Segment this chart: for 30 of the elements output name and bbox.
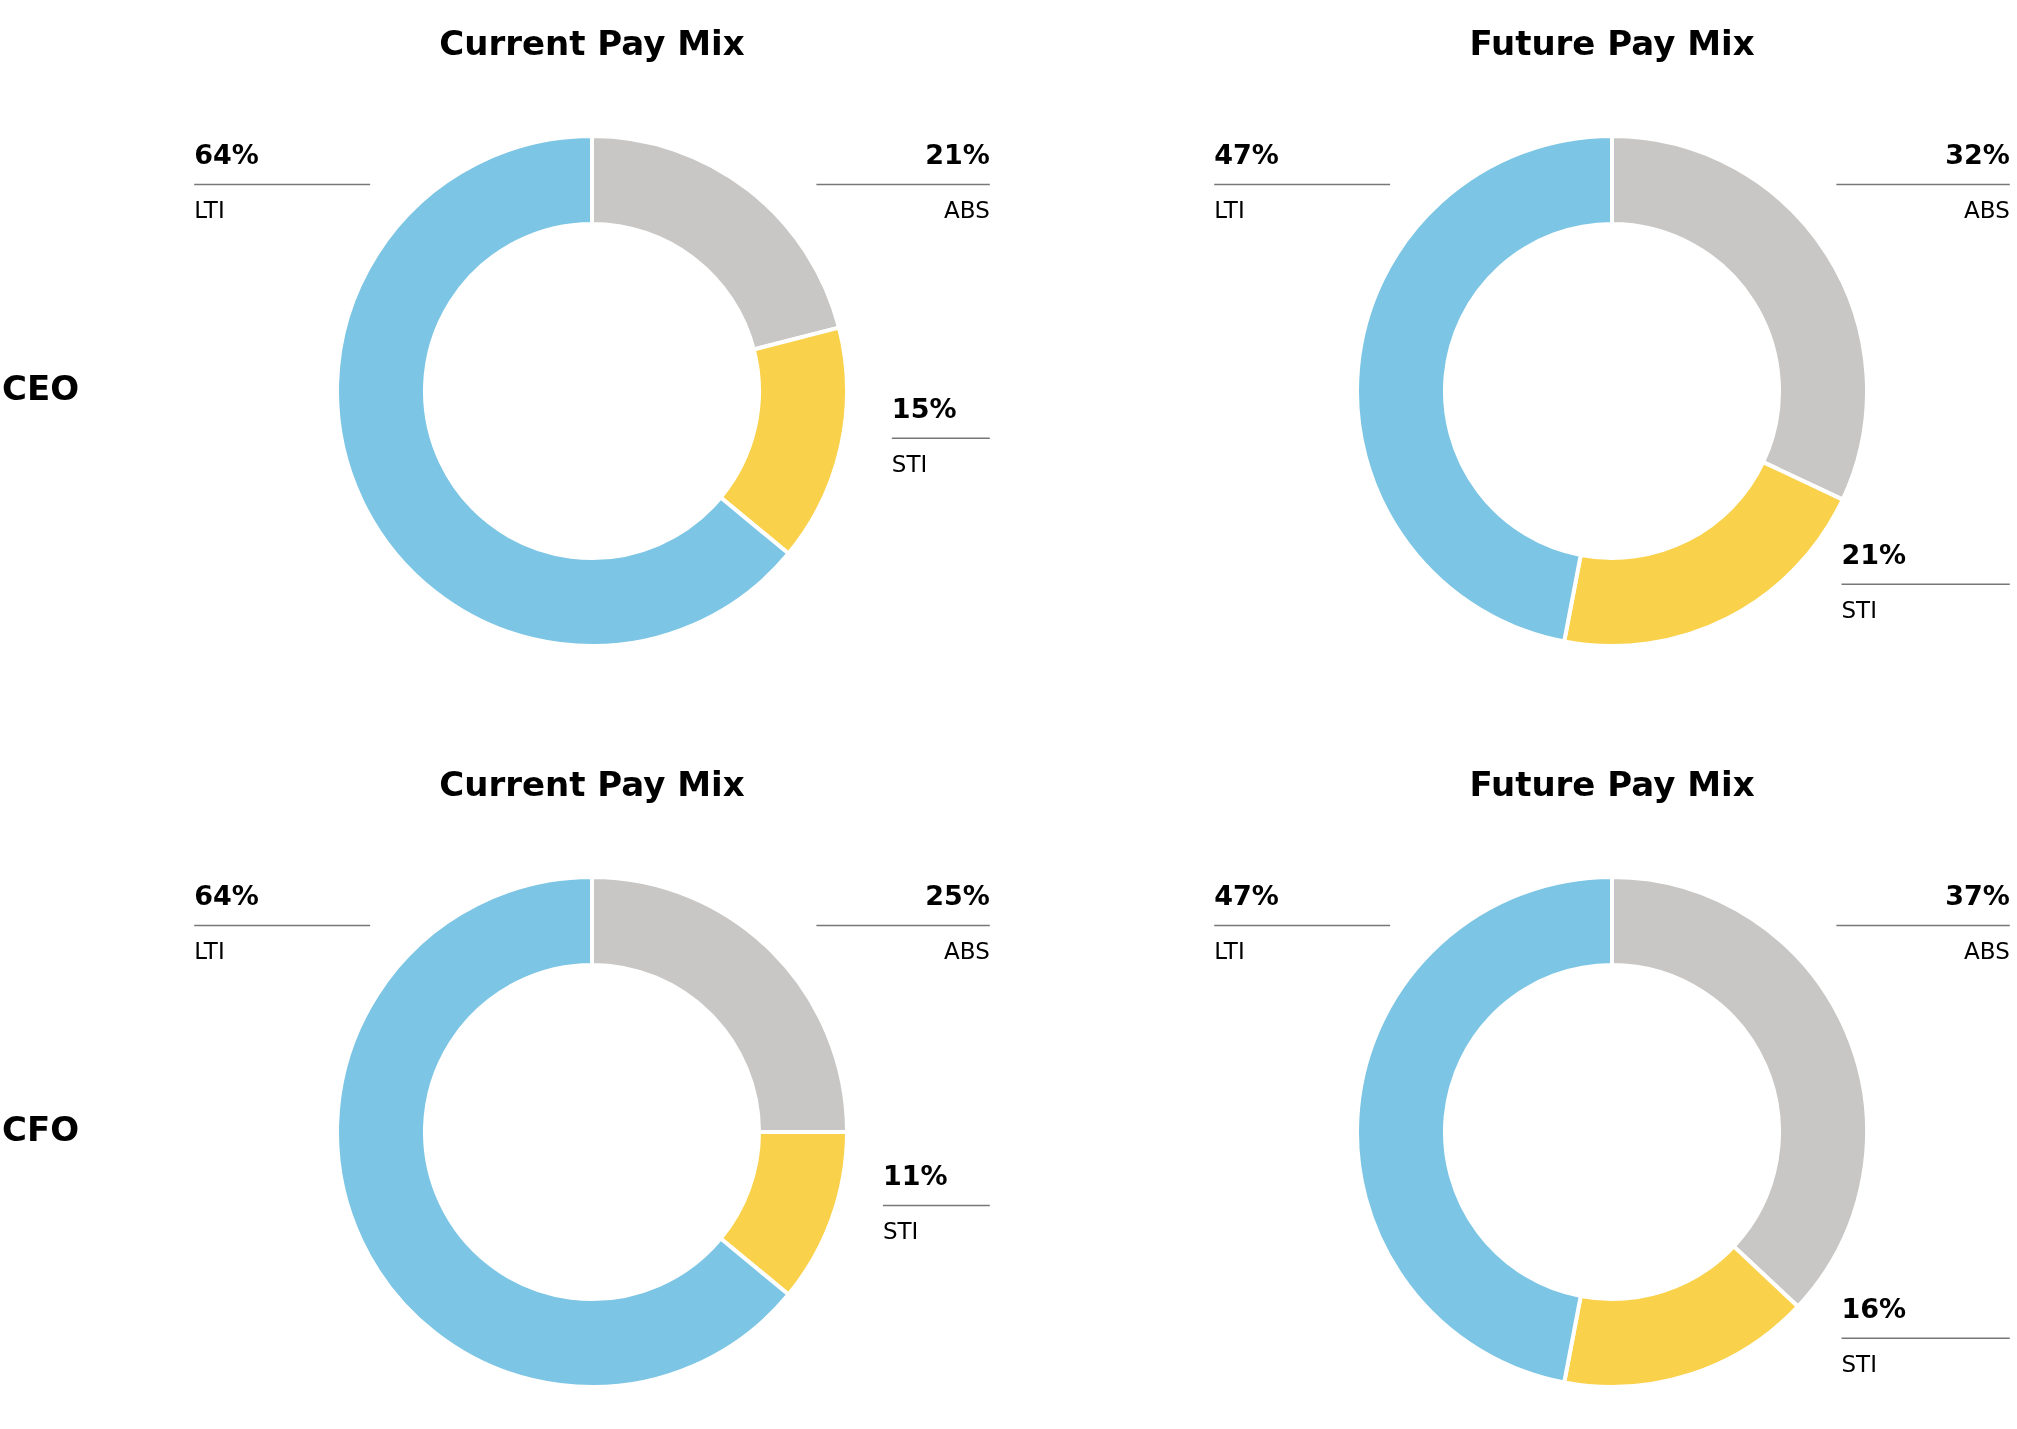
data-label: 37% [1945,880,2010,912]
slice-label: ABS [1964,196,2010,223]
data-label: 64% [194,880,259,912]
chart-title: Current Pay Mix [439,763,745,804]
slice-label: ABS [944,937,990,964]
slice-label: LTI [194,937,225,964]
text: CEO [2,367,80,408]
slice-label: LTI [1214,196,1245,223]
slice-label: ABS [944,196,990,223]
slice-label: ABS [1964,937,2010,964]
data-label: 21% [925,139,990,171]
text: CFO [2,1108,80,1149]
chart-title: Future Pay Mix [1469,22,1755,63]
data-label: 11% [882,1160,948,1192]
slice-label: LTI [1214,937,1245,964]
chart-title: Current Pay Mix [439,22,745,63]
slice-label: STI [891,450,928,477]
slice-label: STI [882,1217,919,1244]
data-label: 32% [1945,139,2010,171]
data-label: 47% [1214,880,1279,912]
data-label: 25% [925,880,990,912]
data-label: 21% [1841,539,1907,571]
slice-label: LTI [194,196,225,223]
chart-title: Future Pay Mix [1469,763,1755,804]
data-label: 15% [891,393,957,425]
data-label: 16% [1841,1293,1907,1325]
data-label: 64% [194,139,259,171]
data-label: 47% [1214,139,1279,171]
slice-label: STI [1841,1350,1877,1377]
slice-label: STI [1841,596,1877,623]
